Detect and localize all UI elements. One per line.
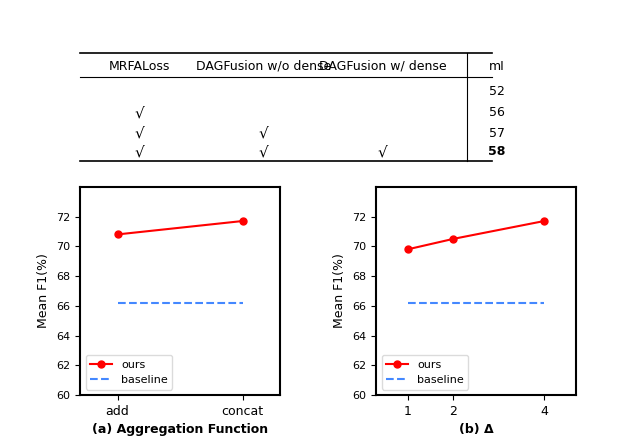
- Text: √: √: [259, 126, 268, 141]
- Y-axis label: Mean F1(%): Mean F1(%): [333, 254, 346, 329]
- Text: √: √: [259, 144, 268, 159]
- X-axis label: (a) Aggregation Function: (a) Aggregation Function: [92, 424, 268, 436]
- Text: 52: 52: [489, 85, 504, 98]
- Legend: ours, baseline: ours, baseline: [381, 355, 468, 389]
- Text: √: √: [378, 144, 387, 159]
- Text: 57: 57: [489, 127, 504, 140]
- X-axis label: (b) Δ: (b) Δ: [459, 424, 493, 436]
- Text: MRFALoss: MRFALoss: [109, 60, 170, 73]
- Text: DAGFusion w/ dense: DAGFusion w/ dense: [319, 60, 446, 73]
- Text: DAGFusion w/o dense: DAGFusion w/o dense: [196, 60, 331, 73]
- Legend: ours, baseline: ours, baseline: [86, 355, 172, 389]
- Text: 56: 56: [489, 106, 504, 119]
- Text: 58: 58: [488, 146, 506, 159]
- Text: mI: mI: [489, 60, 504, 73]
- Text: √: √: [134, 144, 145, 159]
- Text: √: √: [134, 126, 145, 141]
- Text: √: √: [134, 105, 145, 120]
- Y-axis label: Mean F1(%): Mean F1(%): [38, 254, 51, 329]
